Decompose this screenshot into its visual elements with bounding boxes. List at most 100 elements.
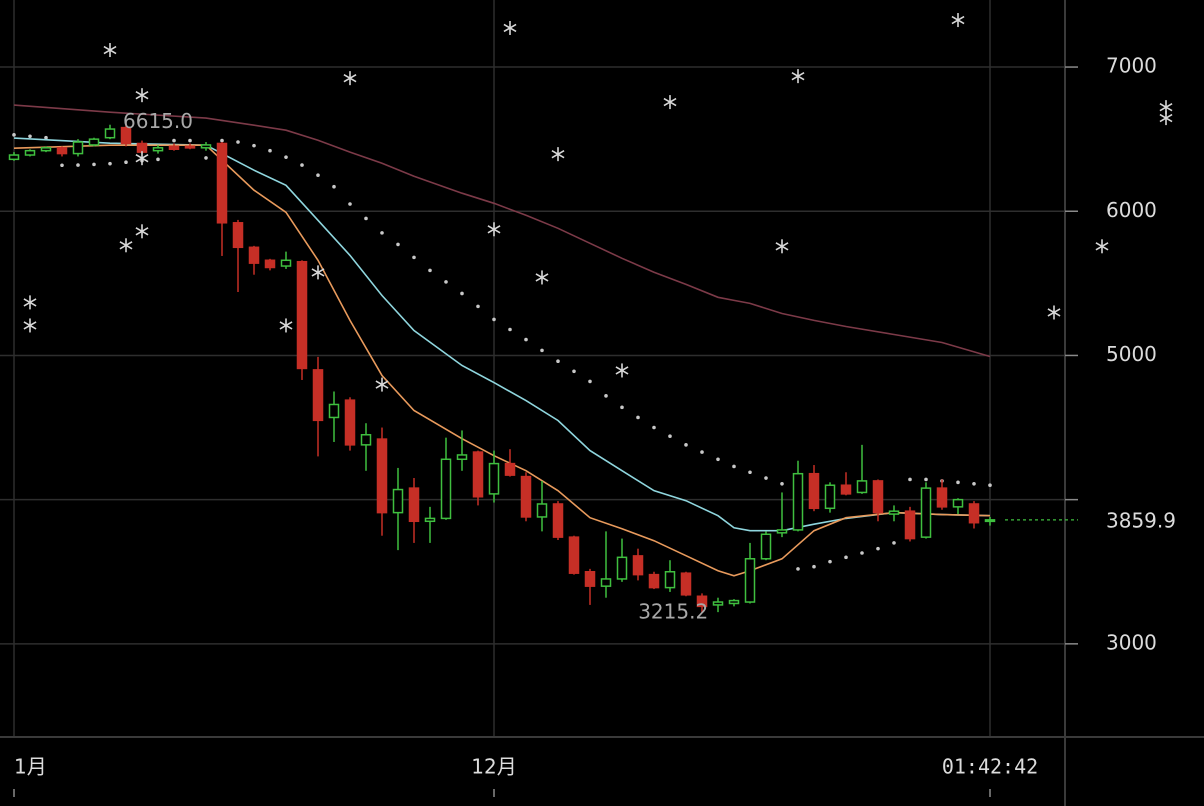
candle-body: [216, 142, 228, 224]
y-tick-label: 6000: [1106, 198, 1157, 222]
sar-dot: [44, 135, 48, 140]
candle-body: [760, 533, 772, 560]
candle-body: [744, 558, 756, 603]
x-tick-label: 01:42:42: [942, 755, 1038, 779]
sar-dot: [12, 133, 16, 137]
axes: 3000 5000 6000 7000 1月 12月 01:42:42 3859.9: [13, 54, 1176, 797]
candle-body: [808, 472, 820, 510]
candle-body: [104, 128, 116, 139]
sar-dot: [428, 268, 432, 273]
candle-body: [456, 454, 468, 461]
star-stroke: [343, 73, 357, 83]
candle-body: [712, 601, 724, 606]
star-stroke: [1047, 308, 1061, 317]
candle-body: [72, 141, 84, 155]
candle-body: [152, 147, 164, 152]
sar-dot: [636, 415, 640, 420]
star-stroke: [135, 227, 149, 236]
sar-dot: [796, 567, 800, 571]
sar-dot: [364, 216, 368, 221]
x-tick-label: 1月: [14, 755, 47, 779]
candle-body: [728, 599, 740, 605]
star-marker: [23, 318, 37, 333]
star-stroke: [375, 380, 389, 389]
candle-body: [392, 488, 404, 514]
candle-body: [8, 154, 20, 161]
sar-dot: [684, 443, 688, 447]
sar-dot: [92, 162, 96, 167]
star-marker: [487, 222, 501, 237]
candle-body: [648, 573, 660, 589]
sar-dot: [668, 434, 672, 439]
star-stroke: [503, 23, 517, 33]
sar-dot: [268, 148, 272, 153]
star-marker: [951, 13, 965, 28]
star-marker: [791, 69, 805, 84]
candle-body: [632, 555, 644, 576]
sar-dot: [332, 184, 336, 189]
sar-dot: [828, 559, 832, 564]
sar-dot: [460, 291, 464, 296]
star-stroke: [119, 241, 133, 250]
sar-dot: [780, 481, 784, 486]
star-marker: [663, 95, 677, 110]
sar-dot: [252, 143, 256, 148]
star-stroke: [311, 268, 325, 277]
sar-dot: [300, 163, 304, 167]
candle-body: [904, 510, 916, 540]
sar-dot: [652, 425, 656, 430]
sar-dot: [860, 551, 864, 555]
candle-body: [504, 462, 516, 476]
plot: 6615.0 3215.2: [8, 13, 1173, 623]
sar-dot: [604, 394, 608, 398]
star-stroke: [23, 298, 37, 307]
candle-body: [888, 510, 900, 515]
star-marker: [343, 71, 357, 86]
candle-body: [568, 536, 580, 574]
star-stroke: [1159, 102, 1173, 112]
star-marker: [23, 295, 37, 310]
sar-dot: [172, 138, 176, 143]
sar-dot: [572, 369, 576, 374]
sar-dot: [76, 163, 80, 167]
candle-body: [968, 503, 980, 524]
candle-body: [184, 145, 196, 149]
star-marker: [119, 238, 133, 253]
star-marker: [103, 43, 117, 58]
star-marker: [135, 88, 149, 103]
sar-dot: [412, 255, 416, 260]
sar-dot: [732, 464, 736, 469]
candle-body: [856, 480, 868, 494]
star-stroke: [135, 90, 149, 100]
candle-body: [168, 145, 180, 150]
candle-body: [248, 246, 260, 264]
candle-body: [680, 572, 692, 596]
sar-dot: [492, 317, 496, 322]
candle-body: [552, 503, 564, 538]
ma-line: [13, 144, 991, 577]
extreme-label: 6615.0: [123, 109, 193, 133]
sar-dot: [812, 564, 816, 569]
candle-body: [584, 570, 596, 587]
candle-body: [600, 578, 612, 587]
star-stroke: [279, 321, 293, 330]
candle-body: [344, 399, 356, 446]
candle-body: [472, 451, 484, 498]
star-marker: [135, 151, 149, 166]
sar-dot: [108, 161, 112, 166]
star-marker: [535, 270, 549, 285]
star-stroke: [135, 153, 149, 163]
sar-dot: [124, 160, 128, 165]
sar-dot: [156, 157, 160, 162]
sar-dot: [380, 231, 384, 235]
candle-body: [296, 260, 308, 370]
star-marker: [1095, 239, 1109, 254]
sar-dot: [588, 379, 592, 384]
candle-body: [536, 503, 548, 518]
star-stroke: [791, 71, 805, 81]
candle-body: [280, 259, 292, 267]
sar-dot: [876, 546, 880, 551]
y-tick-label: 3000: [1106, 630, 1157, 654]
star-marker: [615, 363, 629, 378]
